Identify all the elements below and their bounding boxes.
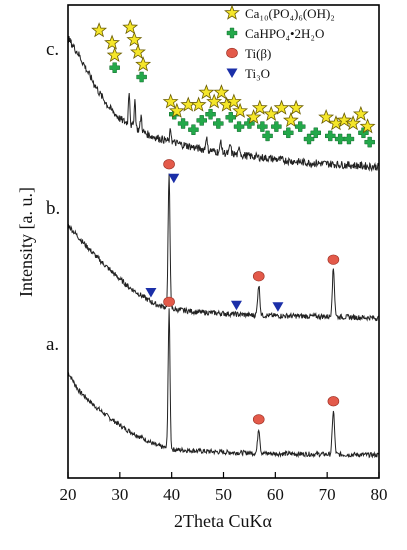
star-marker-icon: [336, 112, 353, 128]
x-tick-label: 30: [111, 485, 128, 504]
star-marker-icon: [206, 93, 223, 109]
star-marker-icon: [318, 108, 335, 125]
star-marker-icon: [263, 105, 280, 121]
plot-frame: [67, 4, 380, 479]
y-axis-label: Intensity [a. u.]: [16, 187, 36, 297]
star-marker-icon: [288, 99, 304, 115]
series-label: c.: [46, 39, 59, 60]
triangle-marker-icon: [145, 288, 157, 298]
cross-marker-icon: [303, 133, 315, 145]
markers-layer: [91, 19, 376, 425]
cross-marker-icon: [188, 124, 199, 135]
legend-label: Ti₃O: [245, 66, 270, 81]
series-label: a.: [46, 334, 59, 355]
cross-marker-icon: [226, 27, 238, 39]
star-marker-icon: [130, 43, 146, 59]
cross-marker-icon: [310, 127, 322, 139]
star-marker-icon: [190, 96, 207, 112]
circle-marker-icon: [252, 271, 265, 282]
x-tick-label: 40: [163, 485, 180, 504]
legend-label: Ca₁₀(PO₄)₆(OH)₂: [245, 6, 335, 21]
cross-marker-icon: [343, 133, 355, 145]
star-marker-icon: [168, 102, 185, 118]
cross-marker-icon: [364, 136, 375, 148]
star-marker-icon: [232, 102, 249, 118]
x-tick-label: 70: [319, 485, 336, 504]
star-marker-icon: [198, 84, 215, 100]
cross-marker-icon: [109, 62, 120, 73]
cross-marker-icon: [271, 121, 282, 132]
star-marker-icon: [122, 19, 139, 35]
star-marker-icon: [213, 84, 230, 100]
x-tick-label: 50: [215, 485, 232, 504]
series-c-line: [67, 35, 380, 173]
cross-marker-icon: [213, 118, 224, 129]
triangle-marker-icon: [272, 302, 284, 312]
x-tick-label: 20: [60, 485, 77, 504]
star-marker-icon: [162, 93, 179, 109]
series-b-line: [67, 173, 380, 322]
star-marker-icon: [104, 34, 120, 50]
star-marker-icon: [251, 99, 268, 115]
series-label: b.: [46, 198, 60, 219]
cross-marker-icon: [325, 130, 336, 142]
x-axis-label: 2Theta CuKα: [174, 511, 272, 531]
series-labels: a. b. c.: [46, 39, 60, 355]
cross-marker-icon: [283, 127, 294, 139]
star-marker-icon: [352, 105, 369, 121]
legend-label: Ti(β): [245, 46, 271, 61]
triangle-marker-icon: [226, 68, 238, 78]
triangle-marker-icon: [168, 173, 180, 184]
cross-marker-icon: [334, 133, 346, 145]
legend: Ca₁₀(PO₄)₆(OH)₂ CaHPO₄•2H₂O Ti(β) Ti₃O: [224, 4, 335, 81]
cross-marker-icon: [177, 118, 189, 129]
cross-marker-icon: [262, 130, 273, 142]
circle-marker-icon: [327, 396, 340, 407]
circle-marker-icon: [252, 414, 265, 425]
circle-marker-icon: [226, 47, 238, 59]
star-marker-icon: [359, 118, 376, 134]
star-marker-icon: [106, 46, 123, 63]
x-tick-label: 80: [371, 485, 388, 504]
cross-marker-icon: [205, 108, 216, 120]
cross-marker-icon: [225, 112, 237, 123]
star-marker-icon: [224, 4, 240, 20]
star-marker-icon: [345, 115, 362, 131]
x-ticks: 20 30 40 50 60 70 80: [60, 472, 388, 504]
star-marker-icon: [282, 112, 299, 128]
cross-marker-icon: [233, 121, 245, 132]
star-marker-icon: [91, 22, 108, 38]
x-tick-label: 60: [267, 485, 284, 504]
cross-marker-icon: [257, 121, 268, 132]
star-marker-icon: [273, 99, 290, 115]
triangle-marker-icon: [230, 300, 242, 311]
circle-marker-icon: [163, 159, 175, 170]
cross-marker-icon: [294, 121, 306, 132]
circle-marker-icon: [163, 296, 175, 307]
star-marker-icon: [245, 108, 262, 125]
series-a-line: [67, 308, 380, 459]
circle-marker-icon: [327, 254, 340, 265]
cross-marker-icon: [196, 115, 207, 126]
curves-layer: [67, 35, 380, 459]
star-marker-icon: [225, 93, 242, 109]
star-marker-icon: [135, 56, 152, 72]
star-marker-icon: [126, 31, 143, 47]
legend-label: CaHPO₄•2H₂O: [245, 26, 324, 41]
cross-marker-icon: [136, 71, 147, 83]
